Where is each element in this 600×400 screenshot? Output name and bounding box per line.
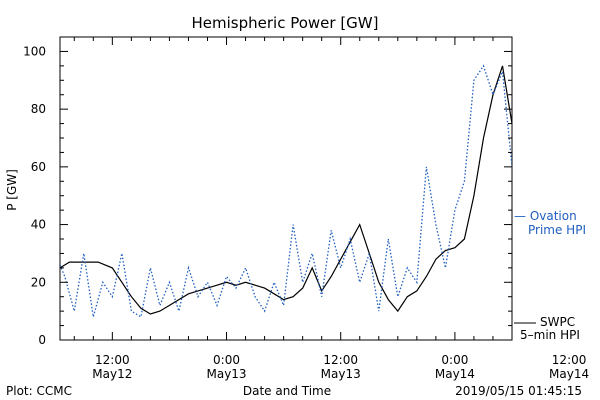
x-tick-date-label: May13 xyxy=(321,367,361,381)
x-tick-date-label: May13 xyxy=(206,367,246,381)
x-tick-label: 12:00 xyxy=(323,353,358,367)
ticks-layer: 02040608010012:00May120:00May1312:00May1… xyxy=(23,36,589,381)
x-tick-label: 12:00 xyxy=(95,353,130,367)
ovation-prime-hpi-line xyxy=(60,64,512,318)
x-tick-date-label: May12 xyxy=(92,367,132,381)
y-tick-label: 40 xyxy=(31,218,46,232)
legend-ovation-line1: — Ovation xyxy=(514,209,577,223)
plot-timestamp: 2019/05/15 01:45:15 xyxy=(455,384,582,398)
y-tick-label: 0 xyxy=(38,333,46,347)
x-tick-date-label: May14 xyxy=(549,367,589,381)
plot-border xyxy=(59,36,513,341)
legend-swpc: SWPC 5–min HPI xyxy=(514,315,580,342)
x-tick-label: 12:00 xyxy=(552,353,587,367)
y-tick-label: 100 xyxy=(23,44,46,58)
y-tick-label: 80 xyxy=(31,102,46,116)
legend-ovation-line2: Prime HPI xyxy=(528,223,586,237)
x-tick-date-label: May14 xyxy=(435,367,475,381)
plot-area xyxy=(59,36,513,341)
legend-ovation: — Ovation Prime HPI xyxy=(514,209,586,237)
y-axis-label: P [GW] xyxy=(5,169,19,211)
x-tick-label: 0:00 xyxy=(213,353,240,367)
x-axis-label: Date and Time xyxy=(243,384,331,398)
legend-swpc-line2: 5–min HPI xyxy=(520,328,580,342)
chart-title: Hemispheric Power [GW] xyxy=(192,14,379,32)
legend-swpc-line1: SWPC xyxy=(540,315,575,329)
y-tick-label: 60 xyxy=(31,160,46,174)
swpc-hpi-line xyxy=(60,65,512,315)
series-layer xyxy=(60,64,512,318)
x-tick-label: 0:00 xyxy=(441,353,468,367)
plot-credit: Plot: CCMC xyxy=(6,384,72,398)
y-tick-label: 20 xyxy=(31,275,46,289)
